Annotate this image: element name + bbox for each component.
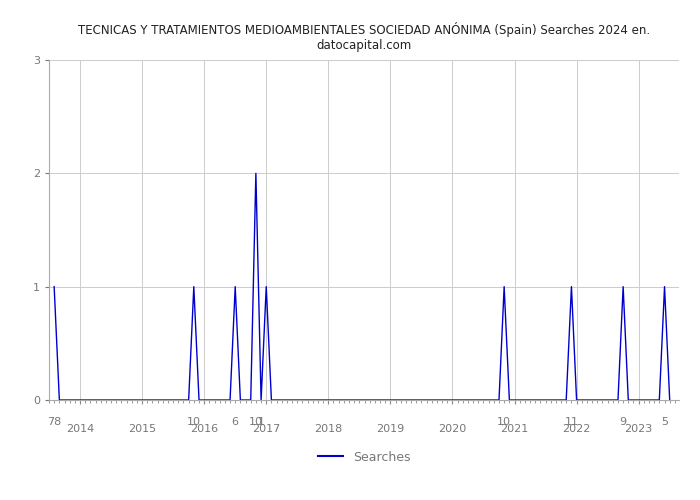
Searches (655, 397, 664, 403)
Text: 11: 11 (564, 416, 578, 426)
Text: 10: 10 (187, 416, 201, 426)
Searches (505, 397, 514, 403)
Text: 1: 1 (258, 416, 265, 426)
Searches (495, 397, 503, 403)
Searches (666, 397, 674, 403)
Searches (619, 284, 627, 290)
Searches (660, 284, 668, 290)
Searches (252, 170, 260, 176)
Searches (562, 397, 570, 403)
Searches (50, 284, 58, 290)
Searches (55, 397, 64, 403)
Searches (231, 284, 239, 290)
Text: 78: 78 (47, 416, 62, 426)
Searches (624, 397, 633, 403)
Searches (195, 397, 203, 403)
Searches (246, 397, 255, 403)
Searches (262, 284, 270, 290)
Searches (185, 397, 193, 403)
Text: 10: 10 (497, 416, 511, 426)
Searches (573, 397, 581, 403)
Title: TECNICAS Y TRATAMIENTOS MEDIOAMBIENTALES SOCIEDAD ANÓNIMA (Spain) Searches 2024 : TECNICAS Y TRATAMIENTOS MEDIOAMBIENTALES… (78, 22, 650, 52)
Searches (267, 397, 276, 403)
Text: 6: 6 (232, 416, 239, 426)
Line: Searches: Searches (54, 174, 670, 400)
Searches (236, 397, 244, 403)
Legend: Searches: Searches (313, 446, 415, 468)
Searches (500, 284, 508, 290)
Text: 10: 10 (249, 416, 263, 426)
Searches (614, 397, 622, 403)
Searches (567, 284, 575, 290)
Text: 5: 5 (661, 416, 668, 426)
Searches (257, 397, 265, 403)
Searches (190, 284, 198, 290)
Text: 9: 9 (620, 416, 626, 426)
Searches (226, 397, 234, 403)
